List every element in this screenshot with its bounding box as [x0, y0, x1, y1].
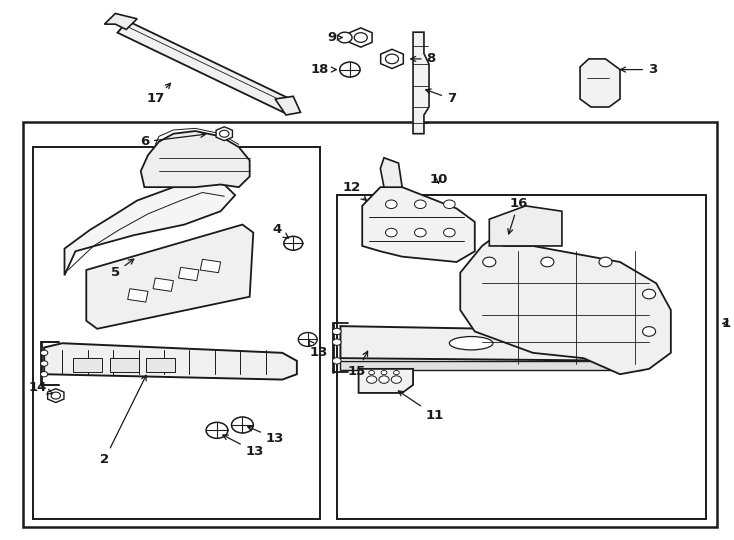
Bar — [109, 358, 139, 372]
Circle shape — [393, 370, 399, 375]
Polygon shape — [200, 259, 221, 273]
Circle shape — [219, 130, 229, 137]
Text: 7: 7 — [426, 89, 456, 105]
Polygon shape — [381, 49, 403, 69]
Text: 13: 13 — [247, 426, 284, 445]
Polygon shape — [141, 131, 250, 187]
Circle shape — [385, 228, 397, 237]
Polygon shape — [65, 182, 235, 275]
Text: 18: 18 — [311, 63, 336, 76]
Polygon shape — [341, 326, 642, 361]
Circle shape — [385, 54, 399, 64]
Circle shape — [415, 200, 426, 208]
Text: 13: 13 — [308, 341, 328, 359]
Circle shape — [599, 257, 612, 267]
Text: 5: 5 — [111, 259, 134, 279]
Text: 12: 12 — [342, 181, 366, 200]
Circle shape — [379, 376, 389, 383]
Bar — [146, 358, 175, 372]
Polygon shape — [460, 241, 671, 374]
Circle shape — [366, 376, 377, 383]
Text: 8: 8 — [411, 52, 436, 65]
Circle shape — [642, 289, 655, 299]
Circle shape — [333, 339, 341, 346]
Circle shape — [40, 372, 48, 377]
Circle shape — [51, 392, 60, 399]
Polygon shape — [104, 14, 137, 30]
Polygon shape — [359, 369, 413, 393]
Ellipse shape — [449, 336, 493, 350]
Circle shape — [642, 327, 655, 336]
Bar — [23, 122, 716, 526]
Polygon shape — [178, 267, 199, 281]
Circle shape — [355, 33, 367, 42]
Circle shape — [338, 32, 352, 43]
Polygon shape — [413, 32, 429, 134]
Circle shape — [340, 62, 360, 77]
Text: 9: 9 — [327, 31, 342, 44]
Polygon shape — [153, 278, 173, 292]
Circle shape — [381, 370, 387, 375]
Polygon shape — [128, 289, 148, 302]
Polygon shape — [362, 187, 475, 262]
Text: 10: 10 — [429, 173, 448, 186]
Circle shape — [298, 333, 317, 347]
Circle shape — [415, 228, 426, 237]
Text: 11: 11 — [399, 391, 444, 422]
Circle shape — [40, 361, 48, 366]
Text: 6: 6 — [139, 132, 206, 149]
Circle shape — [333, 328, 341, 335]
Circle shape — [443, 228, 455, 237]
Circle shape — [391, 376, 401, 383]
Polygon shape — [117, 21, 295, 113]
Circle shape — [206, 422, 228, 438]
Circle shape — [385, 200, 397, 208]
Circle shape — [231, 417, 253, 433]
Text: 17: 17 — [146, 83, 170, 105]
Polygon shape — [580, 59, 620, 107]
Polygon shape — [48, 389, 64, 402]
Circle shape — [443, 200, 455, 208]
Circle shape — [541, 257, 554, 267]
Text: 16: 16 — [508, 197, 528, 234]
Polygon shape — [87, 225, 253, 329]
Circle shape — [368, 370, 374, 375]
Polygon shape — [275, 96, 300, 115]
Text: 2: 2 — [100, 375, 146, 466]
Text: 15: 15 — [348, 351, 368, 378]
Circle shape — [483, 257, 496, 267]
Polygon shape — [490, 206, 562, 246]
Polygon shape — [44, 343, 297, 380]
Text: 4: 4 — [272, 224, 288, 238]
Polygon shape — [349, 28, 372, 47]
Polygon shape — [341, 361, 642, 370]
Bar — [33, 147, 320, 518]
Circle shape — [333, 357, 341, 364]
Text: 3: 3 — [620, 63, 658, 76]
Text: 1: 1 — [722, 317, 730, 330]
Bar — [73, 358, 102, 372]
Text: 14: 14 — [29, 381, 53, 394]
Bar — [337, 195, 705, 518]
Text: 13: 13 — [223, 435, 264, 458]
Polygon shape — [216, 127, 233, 140]
Circle shape — [284, 237, 302, 250]
Polygon shape — [380, 158, 402, 187]
Circle shape — [40, 350, 48, 355]
